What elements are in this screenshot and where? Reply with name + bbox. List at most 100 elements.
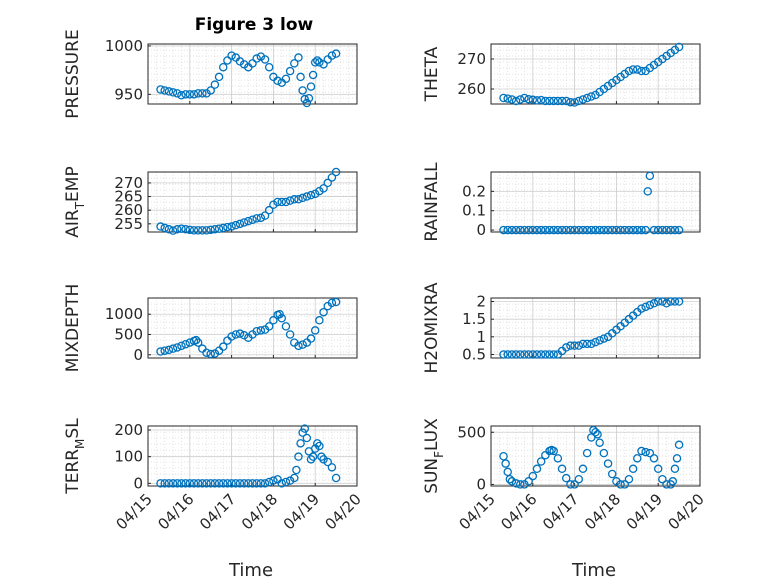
data-point [645,448,655,458]
data-point [285,196,295,205]
data-point [302,98,312,108]
data-point [666,225,675,235]
x-tick-label: 04/16 [497,490,540,533]
data-point [323,178,332,188]
data-point [218,62,228,72]
data-point [306,82,316,91]
data-point [256,326,266,335]
data-point [156,85,165,94]
axes-box [490,297,701,359]
y-axis-label: THETA [422,46,442,102]
x-axis-label-right: Time [571,560,616,581]
data-point [643,187,653,196]
data-point [281,74,291,84]
x-tick-label: 04/18 [581,490,624,533]
data-point [499,225,508,235]
data-point [331,473,341,483]
y-tick-label: 270 [457,50,486,68]
y-tick-label: 0 [133,346,143,364]
data-point [566,480,575,489]
data-point [545,96,554,106]
data-point [327,298,337,308]
data-point [177,224,186,233]
data-point [260,479,270,488]
data-point [641,225,650,235]
data-point [616,480,625,489]
data-point [168,88,178,97]
data-point [327,51,337,60]
data-point [252,214,261,223]
data-point [185,479,195,488]
data-point [561,225,571,235]
data-point [674,297,684,306]
data-point [319,455,328,464]
data-point [524,94,533,104]
data-point [315,186,324,196]
data-point [603,459,613,468]
data-point [264,205,274,215]
data-point [587,225,596,235]
data-point [570,225,579,235]
data-point [231,220,241,230]
data-point [306,190,316,200]
data-point [202,348,211,357]
data-point [668,477,678,486]
data-point [227,479,236,488]
x-tick-label: 04/20 [322,490,365,533]
data-point [173,225,182,234]
data-point [181,90,190,99]
data-point [227,51,236,60]
data-point [674,440,684,450]
data-point [319,184,328,193]
data-point [315,441,324,451]
data-point [218,342,228,351]
data-point [545,225,554,235]
data-point [315,58,324,67]
data-point [168,479,178,488]
data-point [308,452,318,461]
data-point [239,218,249,227]
y-tick-label: 2 [476,293,486,311]
data-point [156,479,165,488]
data-point [516,480,525,489]
data-point [310,189,320,199]
data-point [313,56,322,65]
data-point [649,225,659,235]
data-point [310,444,320,453]
data-point [561,473,571,483]
data-point [164,87,174,96]
data-point [252,54,261,63]
data-point [507,350,517,359]
data-point [670,225,680,235]
data-point [499,350,508,359]
data-point [189,226,199,235]
data-point [264,322,274,331]
data-point [202,479,211,488]
y-axis-label: TERRMSL [63,418,87,495]
data-point [607,469,617,479]
data-point [302,433,312,443]
data-point [206,479,215,488]
data-point [570,98,579,107]
data-point [595,225,604,235]
data-point [181,339,190,349]
data-point [193,479,203,488]
data-point [574,225,584,235]
data-point [516,350,525,359]
data-point [570,480,579,489]
y-tick-label: 1000 [105,305,143,323]
data-point [595,438,604,447]
data-point [269,200,278,209]
data-point [536,225,546,235]
x-axis-label-left: Time [228,560,273,581]
data-point [206,349,215,359]
data-point [248,479,257,488]
data-point [553,225,563,235]
data-point [223,222,232,232]
data-point [574,96,584,106]
subplot-rainfall: 00.1 0.2 RAINFALL [422,162,701,242]
data-point [319,60,328,69]
subplot-h2omixra: 0.511.52 H2OMIXRA [422,282,701,374]
x-tick-label: 04/15 [113,490,156,533]
data-point [317,452,326,461]
